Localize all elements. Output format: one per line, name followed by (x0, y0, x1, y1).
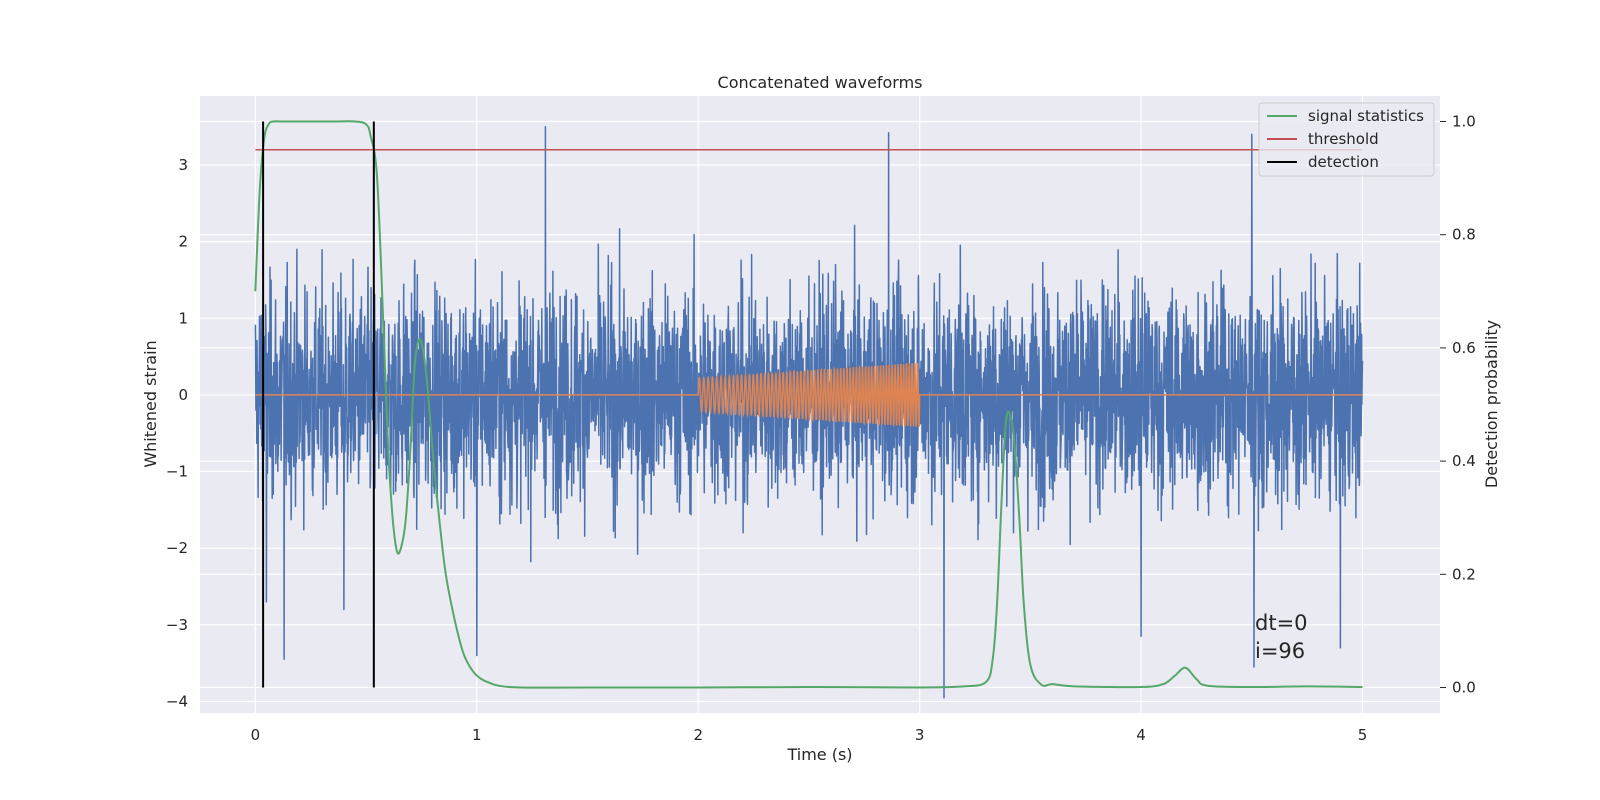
x-tick-label-4: 4 (1136, 726, 1146, 744)
y-tick-label-1: −3 (166, 616, 188, 634)
series-injected-chirp (255, 362, 1363, 428)
plot-area (254, 120, 1364, 699)
legend-box (1258, 102, 1435, 177)
x-tick-label-5: 5 (1358, 726, 1368, 744)
x-tick-label-0: 0 (251, 726, 261, 744)
legend-label-detection: detection (1308, 153, 1379, 171)
x-axis-label: Time (s) (786, 745, 852, 764)
x-tick-label-3: 3 (915, 726, 925, 744)
y-axis-label: Whitened strain (141, 340, 160, 467)
y-tick-label-3: −1 (166, 463, 188, 481)
x-tick-label-2: 2 (693, 726, 703, 744)
y2-axis-label: Detection probability (1482, 320, 1501, 488)
y-tick-label-2: −2 (166, 539, 188, 557)
ticks: 0 1 2 3 4 5 −4 −3 −2 −1 0 1 2 3 0.0 0.2 0.4 0.6 0.8 1.0 (166, 112, 1476, 744)
series-whitened-strain (254, 125, 1364, 699)
x-tick-label-1: 1 (472, 726, 482, 744)
legend: signal statistics threshold detection (1258, 102, 1435, 177)
legend-label-signal-statistics: signal statistics (1308, 107, 1424, 125)
y2-tick-label-2: 0.4 (1452, 452, 1476, 470)
y2-tick-label-5: 1.0 (1452, 112, 1476, 130)
y-tick-label-0: −4 (166, 693, 188, 711)
y-tick-label-7: 3 (178, 156, 188, 174)
y2-tick-label-3: 0.6 (1452, 339, 1476, 357)
y2-tick-label-4: 0.8 (1452, 226, 1476, 244)
legend-label-threshold: threshold (1308, 130, 1379, 148)
y-tick-label-5: 1 (178, 309, 188, 327)
series-signal-statistics (254, 120, 1363, 689)
annotation-dt: dt=0 (1255, 611, 1308, 635)
y2-tick-label-1: 0.2 (1452, 565, 1476, 583)
y-tick-label-4: 0 (178, 386, 188, 404)
y2-tick-label-0: 0.0 (1452, 679, 1476, 697)
chart-title: Concatenated waveforms (718, 73, 923, 92)
annotation-index: i=96 (1255, 639, 1305, 663)
y-tick-label-6: 2 (178, 233, 188, 251)
